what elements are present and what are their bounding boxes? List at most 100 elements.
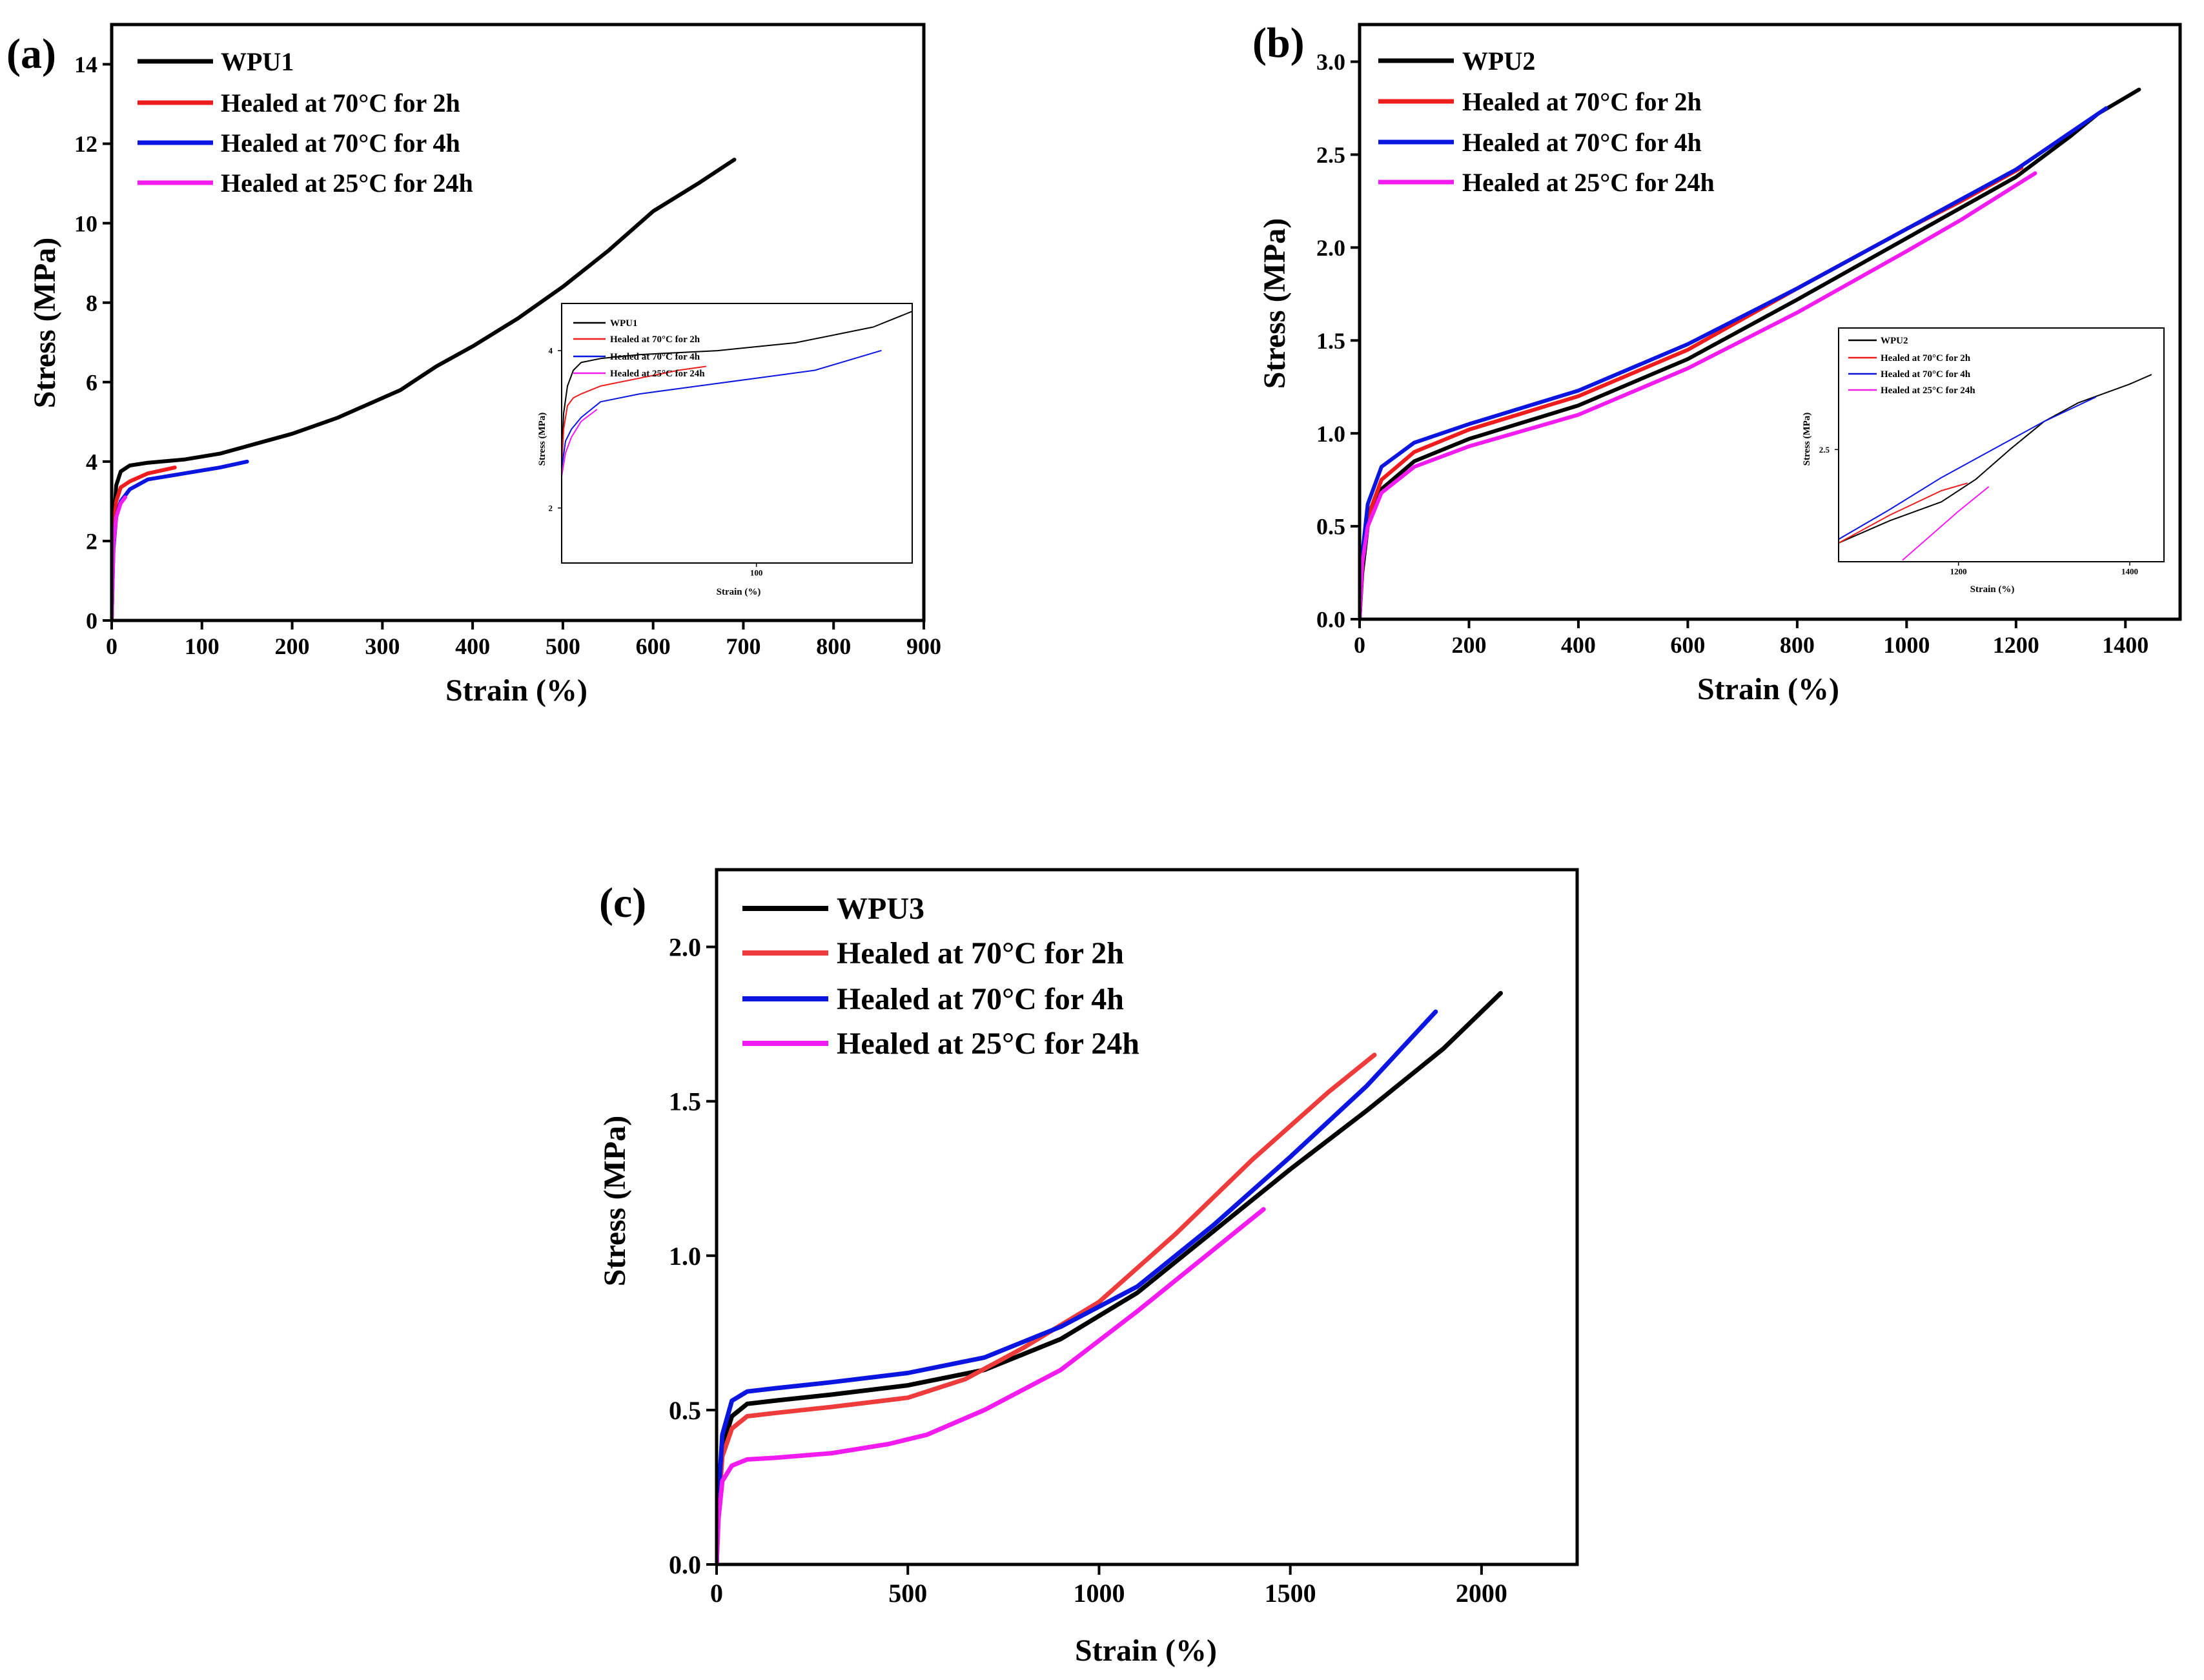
panel-a-inset-plot-area	[562, 303, 912, 563]
legend-label-healed-70c-2h: Healed at 70°C for 2h	[221, 88, 460, 118]
panel-b-inset-x-tick-label: 1200	[1950, 567, 1967, 577]
panel-b-inset: 1200 1400 2.5 Strain (%) Stress (MPa) WPU2…	[1802, 327, 2165, 595]
panel-b-inset-y-tick-label: 2.5	[1819, 445, 1830, 455]
panel-a-x-tick-label: 400	[455, 633, 490, 659]
panel-b-inset-series-healed-at-70c-for-4h	[1839, 396, 2096, 540]
legend-label-wpu3: WPU3	[837, 892, 924, 926]
panel-b-inset-legend: WPU2 Healed at 70°C for 2h Healed at 70°…	[1848, 336, 1975, 396]
panel-a-legend: WPU1 Healed at 70°C for 2h Healed at 70°…	[138, 47, 473, 198]
panel-b-inset-y-axis-title: Stress (MPa)	[1802, 413, 1812, 466]
panel-c-axes: 0 500 1000 1500 2000 0.0 0.5 1.0 1.5 2.0	[669, 868, 1579, 1608]
inset-legend-label-healed-25c-24h: Healed at 25°C for 24h	[610, 369, 705, 379]
panel-b-x-tick-label: 1400	[2102, 632, 2148, 658]
panel-a-inset-series-healed-at-25c-for-24h	[562, 409, 598, 477]
panel-c-y-tick-label: 0.5	[669, 1396, 701, 1425]
panel-b-inset-series-wpu2	[1839, 374, 2152, 544]
panel-a-inset-frame	[561, 303, 913, 564]
panel-b-inset-series-healed-at-25c-for-24h	[1902, 486, 1990, 561]
panel-b-y-tick-label: 0.5	[1316, 514, 1345, 540]
panel-c-x-tick-label: 1000	[1073, 1579, 1125, 1608]
panel-a-inset-series-healed-at-70c-for-2h	[562, 365, 707, 469]
panel-b-axes: 0 200 400 600 800 1000 1200 1400 0.0 0.5 1.0 1.5 2.0…	[1316, 23, 2182, 658]
inset-legend-label-wpu2: WPU2	[1881, 336, 1908, 346]
panel-b-x-tick-label: 600	[1670, 632, 1705, 658]
panel-b-inset-frame	[1838, 327, 2165, 562]
panel-c-y-axis-title: Stress (MPa)	[598, 1116, 632, 1286]
panel-a: (a) 0 100 200 300 400 500 600 700 800 900 0 2 4 6 8 10 1…	[6, 23, 941, 708]
panel-b-x-tick-label: 1000	[1883, 632, 1930, 658]
panel-a-inset: 100 2 4 Strain (%) Stress (MPa) WPU1 Heale…	[537, 303, 913, 597]
panel-a-x-tick-label: 0	[106, 633, 117, 659]
panel-a-inset-x-tick-label: 100	[750, 568, 763, 578]
panel-a-inset-series-healed-at-70c-for-4h	[562, 350, 882, 469]
panel-a-inset-y-tick-label: 2	[549, 503, 553, 513]
panel-a-y-tick-label: 2	[86, 529, 97, 555]
panel-c-series-healed-at-25c-for-24h	[717, 1207, 1266, 1564]
panel-a-series-wpu1	[112, 158, 737, 620]
panel-a-inset-legend: WPU1 Healed at 70°C for 2h Healed at 70°…	[573, 318, 705, 379]
panel-b-frame	[1358, 23, 2182, 621]
panel-b-inset-series-healed-at-70c-for-2h	[1839, 482, 1968, 544]
panel-c-frame	[715, 868, 1579, 1566]
panel-a-x-tick-label: 200	[275, 633, 310, 659]
panel-a-inset-background	[562, 303, 912, 563]
panel-c-y-tick-label: 2.0	[669, 933, 701, 962]
panel-a-inset-y-axis-title: Stress (MPa)	[537, 413, 547, 466]
inset-legend-label-wpu1: WPU1	[610, 318, 638, 329]
panel-a-inset-y-tick-label: 4	[549, 346, 553, 356]
panel-c-x-axis-title: Strain (%)	[1075, 1634, 1217, 1668]
legend-label-healed-25c-24h-b: Healed at 25°C for 24h	[1462, 168, 1715, 197]
panel-b: (b) 0 200 400 600 800 1000 1200 1400 0.0 0.5 1.0 1.…	[1252, 19, 2182, 706]
legend-label-healed-25c-24h: Healed at 25°C for 24h	[221, 169, 473, 198]
panel-c: (c) 0 500 1000 1500 2000 0.0 0.5 1.0 1.5 2.0 Stra…	[598, 868, 1579, 1668]
panel-c-series-healed-at-70c-for-4h	[717, 1009, 1438, 1564]
panel-a-inset-series-wpu1	[562, 311, 912, 462]
panel-b-x-tick-label: 200	[1451, 632, 1486, 658]
panel-b-inset-plot-area	[1839, 328, 2164, 562]
inset-legend-label-healed-70c-4h-b: Healed at 70°C for 4h	[1881, 369, 1971, 380]
legend-label-healed-70c-2h-c: Healed at 70°C for 2h	[837, 936, 1124, 970]
panel-b-legend: WPU2 Healed at 70°C for 2h Healed at 70°…	[1378, 46, 1715, 197]
legend-label-healed-70c-4h-c: Healed at 70°C for 4h	[837, 982, 1124, 1016]
panel-b-y-tick-label: 1.5	[1316, 328, 1345, 354]
panel-a-series-healed-at-70c-for-4h	[112, 459, 249, 620]
panel-b-y-axis-title: Stress (MPa)	[1258, 218, 1292, 389]
panel-a-y-axis-title: Stress (MPa)	[28, 238, 62, 408]
panel-a-x-tick-label: 500	[546, 633, 580, 659]
panel-b-series-healed-at-70c-for-4h	[1360, 106, 2108, 619]
panel-c-label: (c)	[599, 879, 646, 927]
panel-b-plot-area	[1360, 87, 2141, 619]
legend-label-wpu1: WPU1	[221, 47, 294, 76]
panel-a-x-tick-label: 800	[816, 633, 851, 659]
panel-b-x-tick-label: 0	[1354, 632, 1365, 658]
panel-a-inset-x-axis-title: Strain (%)	[717, 587, 761, 597]
panel-a-y-tick-label: 8	[86, 290, 97, 316]
panel-b-y-tick-label: 3.0	[1316, 49, 1345, 75]
panel-c-series-healed-at-70c-for-2h	[717, 1052, 1377, 1564]
panel-a-y-tick-label: 10	[74, 210, 97, 236]
panel-b-y-tick-label: 0.0	[1316, 607, 1345, 633]
panel-c-plot-area	[717, 990, 1503, 1564]
panel-c-x-tick-label: 500	[888, 1579, 927, 1608]
legend-label-wpu2: WPU2	[1462, 46, 1535, 76]
panel-b-y-tick-label: 1.0	[1316, 421, 1345, 447]
legend-label-healed-70c-4h: Healed at 70°C for 4h	[221, 128, 460, 158]
panel-a-x-tick-label: 100	[185, 633, 219, 659]
panel-a-x-tick-label: 600	[636, 633, 671, 659]
panel-a-x-tick-label: 700	[726, 633, 760, 659]
panel-b-inset-x-tick-label: 1400	[2121, 567, 2138, 577]
panel-a-x-tick-label: 300	[365, 633, 400, 659]
panel-c-x-tick-label: 0	[710, 1579, 723, 1608]
panel-c-y-tick-label: 1.5	[669, 1087, 701, 1116]
panel-a-series-healed-at-70c-for-2h	[112, 466, 177, 620]
panel-c-legend: WPU3 Healed at 70°C for 2h Healed at 70°…	[742, 892, 1139, 1061]
panel-b-x-tick-label: 1200	[1993, 632, 2039, 658]
panel-b-inset-x-axis-title: Strain (%)	[1970, 584, 2015, 595]
panel-a-y-tick-label: 14	[74, 52, 97, 77]
panel-b-x-tick-label: 400	[1561, 632, 1596, 658]
panel-b-series-healed-at-25c-for-24h	[1360, 171, 2037, 619]
panel-a-y-tick-label: 6	[86, 369, 97, 395]
inset-legend-label-healed-25c-24h-b: Healed at 25°C for 24h	[1881, 385, 1975, 396]
panel-c-series-wpu3	[717, 990, 1503, 1564]
